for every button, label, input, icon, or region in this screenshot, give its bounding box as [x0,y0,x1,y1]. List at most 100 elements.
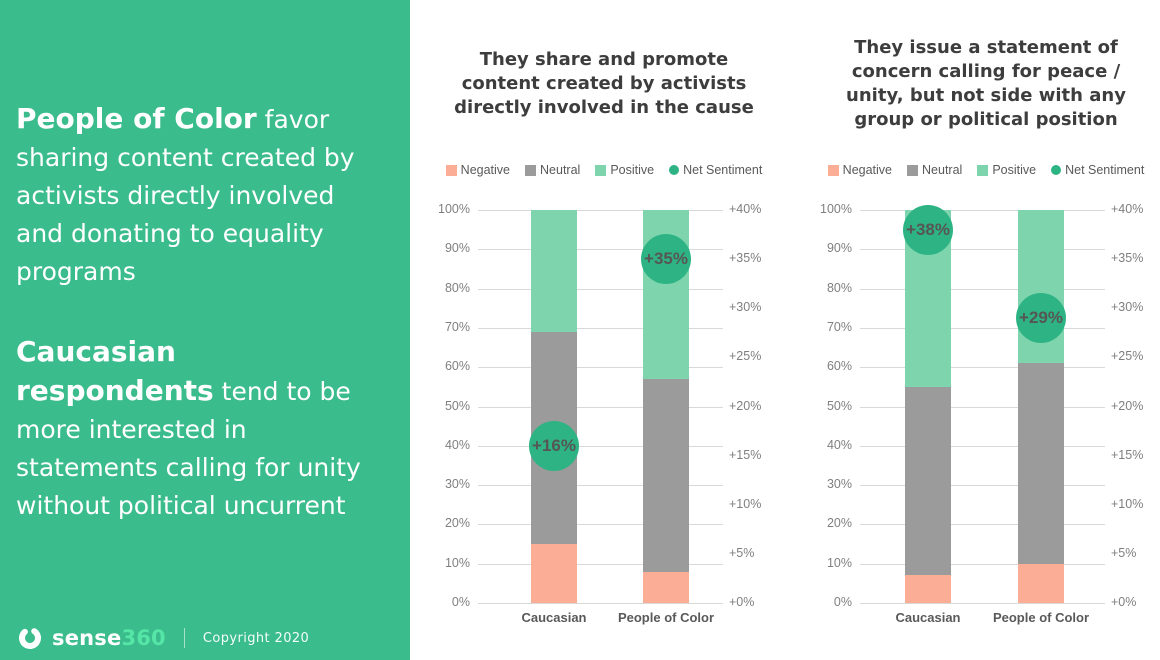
gridline-70% [860,327,1105,329]
legend-item-positive: Positive [595,163,654,177]
gridline-80% [478,288,723,290]
y-axis-left-tick: 100% [820,202,852,216]
y-axis-right-tick: +0% [729,595,755,609]
bar-segment-neutral-people-of-color [1018,363,1064,564]
legend-net-sentiment-marker-icon [1051,165,1062,175]
sidebar-text-line: activists directly involved [16,177,398,215]
sense360-logo-icon [19,627,41,649]
gridline-30% [860,485,1105,487]
sidebar-regular-text: favor [256,105,330,134]
sidebar-text-line: statements calling for unity [16,449,398,487]
sense360-logo-text: sense360 [52,626,166,650]
x-axis-category-label: Caucasian [895,610,961,625]
sidebar-regular-text: tend to be [213,377,351,406]
sidebar-text-line: and donating to equality [16,215,398,253]
y-axis-right-tick: +30% [729,300,762,315]
net-sentiment-marker-caucasian: +38% [903,204,953,255]
y-axis-left-tick: 50% [444,398,470,413]
legend-item-net-sentiment: Net Sentiment [1051,163,1144,177]
x-axis-category-label: People of Color [617,610,715,625]
legend-item-neutral: Neutral [525,163,580,177]
y-axis-right-tick: +40% [729,202,762,216]
bar-segment-neutral-caucasian [905,386,951,576]
y-axis-right-tick: +15% [729,447,762,462]
legend-item-positive: Positive [977,163,1036,177]
y-axis-right-tick: +35% [729,251,762,266]
y-axis-left-tick: 80% [444,280,470,295]
gridline-60% [860,367,1105,369]
legend-label: Neutral [540,163,581,177]
gridline-10% [860,563,1105,565]
chart-2: They issue a statement of concern callin… [800,0,1160,660]
legend-item-negative: Negative [827,163,893,177]
legend-neutral-marker-icon [525,164,537,176]
net-sentiment-marker-caucasian: +16% [529,420,579,471]
y-axis-right-tick: +10% [729,496,762,511]
gridline-60% [478,367,723,369]
y-axis-left-tick: 10% [444,555,470,570]
legend-label: Positive [610,163,655,177]
legend-label: Neutral [922,163,963,177]
bar-segment-negative-people-of-color [643,571,689,603]
sidebar-text-line: programs [16,253,398,291]
legend-item-net-sentiment: Net Sentiment [669,163,762,177]
gridline-0% [860,603,1105,604]
sidebar-text-line: without political uncurrent [16,487,398,525]
y-axis-right-tick: +0% [1111,595,1137,609]
bar-segment-positive-caucasian [531,210,577,332]
legend-item-neutral: Neutral [907,163,962,177]
net-sentiment-value-label: +38% [906,219,950,239]
y-axis-left-tick: 0% [833,595,852,609]
sidebar-regular-text: sharing content created by [16,143,355,172]
y-axis-left-tick: 20% [444,516,470,531]
sidebar-regular-text: activists directly involved [16,181,335,210]
y-axis-left-tick: 100% [438,202,470,216]
net-sentiment-value-label: +16% [532,435,576,455]
chart-title: They share and promote content created b… [454,49,754,118]
legend-label: Negative [460,163,511,177]
sidebar-regular-text: programs [16,257,136,286]
net-sentiment-value-label: +35% [644,249,688,269]
net-sentiment-marker-people-of-color: +35% [641,234,691,285]
y-axis-left-tick: 70% [444,319,470,334]
gridline-90% [478,249,723,251]
sidebar-bold-text: Caucasian [16,335,176,368]
copyright-text: Copyright 2020 [202,630,310,646]
sidebar-text-line: more interested in [16,411,398,449]
legend-positive-marker-icon [977,164,989,176]
sidebar-regular-text: and donating to equality [16,219,324,248]
bar-segment-neutral-people-of-color [643,378,689,572]
bar-segment-negative-caucasian [531,544,577,603]
gridline-30% [478,485,723,487]
y-axis-left-tick: 90% [826,241,852,256]
legend-net-sentiment-marker-icon [669,165,680,175]
gridline-50% [860,406,1105,408]
sidebar-bold-text: respondents [16,374,214,407]
x-axis-category-label: People of Color [992,610,1090,625]
sidebar-paragraph-2: Caucasian respondents tend to be more inte… [16,333,398,525]
y-axis-right-tick: +15% [1111,447,1144,462]
legend-label: Positive [992,163,1037,177]
y-axis-left-tick: 70% [826,319,852,334]
legend-negative-marker-icon [827,164,839,176]
legend-label: Negative [842,163,893,177]
legend-label: Net Sentiment [683,163,763,177]
sidebar-regular-text: without political uncurrent [16,491,346,520]
chart-title: They issue a statement of concern callin… [846,37,1126,130]
y-axis-left-tick: 40% [826,437,852,452]
gridline-0% [478,603,723,604]
net-sentiment-value-label: +29% [1019,308,1063,328]
bar-segment-negative-caucasian [905,575,951,603]
sidebar-text-line: Caucasian [16,333,398,372]
gridline-100% [860,210,1105,211]
sidebar-bold-text: People of Color [16,102,257,135]
sidebar-regular-text: statements calling for unity [16,453,361,482]
gridline-40% [860,445,1105,447]
legend-negative-marker-icon [445,164,457,176]
y-axis-left-tick: 40% [444,437,470,452]
logo-text-360: 360 [121,626,166,650]
chart-1: They share and promote content created b… [418,0,790,660]
gridline-40% [478,445,723,447]
gridline-20% [478,524,723,526]
y-axis-left-tick: 30% [826,477,852,492]
